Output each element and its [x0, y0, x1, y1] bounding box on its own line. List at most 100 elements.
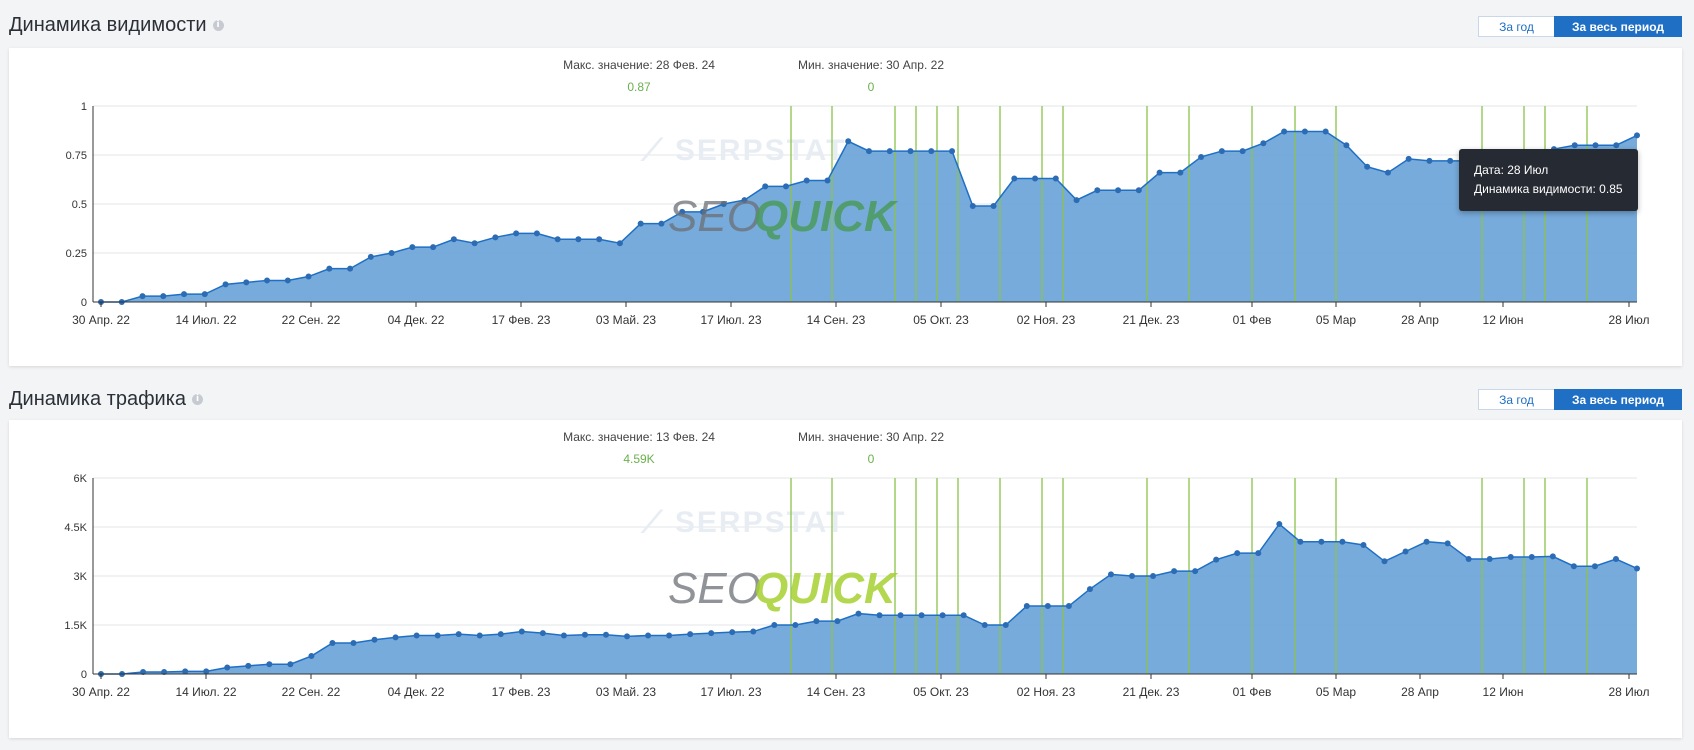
data-point — [392, 634, 399, 641]
data-point — [1634, 565, 1640, 572]
all-period-button[interactable]: За весь период — [1554, 16, 1682, 37]
data-point — [1107, 571, 1114, 578]
data-point — [720, 201, 727, 207]
traffic-section: Динамика трафика i За год За весь период… — [0, 372, 1694, 750]
data-point — [1150, 573, 1157, 579]
data-point — [1612, 556, 1619, 563]
data-point — [160, 293, 167, 300]
data-point — [513, 230, 520, 237]
data-point — [624, 633, 631, 640]
x-tick-label: 22 Сен. 22 — [282, 685, 341, 699]
data-point — [1297, 538, 1304, 545]
data-point — [1281, 128, 1288, 135]
data-point — [658, 220, 665, 227]
x-tick-label: 17 Фев. 23 — [492, 313, 551, 327]
data-point — [939, 612, 946, 619]
data-point — [1234, 550, 1241, 557]
data-point — [1032, 175, 1039, 182]
data-point — [616, 240, 623, 247]
data-point — [182, 668, 189, 675]
data-point — [1528, 554, 1535, 561]
min-label: Мин. значение: 30 Апр. 22 — [798, 58, 944, 72]
data-point — [1549, 553, 1556, 560]
data-point — [287, 661, 294, 668]
data-point — [1364, 163, 1371, 170]
x-tick-label: 05 Мар — [1316, 313, 1356, 327]
y-tick-label: 0.75 — [66, 150, 87, 162]
year-button[interactable]: За год — [1478, 16, 1554, 37]
max-value: 4.59K — [623, 452, 654, 466]
x-tick-label: 12 Июн — [1483, 685, 1524, 699]
x-tick-label: 02 Ноя. 23 — [1017, 313, 1076, 327]
watermark-quick: QUICK — [754, 192, 899, 241]
data-point — [645, 632, 652, 639]
y-tick-label: 4.5K — [64, 522, 87, 534]
info-icon[interactable]: i — [212, 19, 224, 31]
data-point — [949, 148, 956, 155]
data-point — [782, 183, 789, 190]
data-point — [284, 277, 291, 284]
data-point — [1011, 175, 1018, 182]
watermark-serpstat: ⟋ SERPSTAT — [640, 134, 847, 167]
data-point — [771, 622, 778, 628]
data-point — [492, 234, 499, 241]
max-value: 0.87 — [627, 80, 651, 94]
all-period-button[interactable]: За весь период — [1554, 389, 1682, 410]
data-point — [1073, 197, 1080, 204]
data-point — [1447, 157, 1454, 164]
x-tick-label: 21 Дек. 23 — [1123, 685, 1180, 699]
data-point — [575, 236, 582, 243]
x-tick-label: 28 Июл — [1608, 685, 1649, 699]
data-point — [1192, 568, 1199, 575]
data-point — [1592, 142, 1599, 149]
x-tick-label: 14 Июл. 22 — [175, 685, 236, 699]
data-point — [222, 281, 229, 288]
watermark-quick: QUICK — [754, 564, 899, 613]
data-point — [367, 253, 374, 260]
x-tick-label: 28 Апр — [1401, 313, 1439, 327]
data-point — [741, 197, 748, 204]
info-icon[interactable]: i — [192, 393, 204, 405]
data-point — [1218, 148, 1225, 155]
data-point — [1023, 603, 1030, 610]
y-tick-label: 0.5 — [72, 199, 87, 211]
data-point — [729, 629, 736, 636]
x-tick-label: 04 Дек. 22 — [388, 685, 445, 699]
x-tick-label: 17 Фев. 23 — [492, 685, 551, 699]
data-point — [1255, 550, 1262, 557]
data-point — [596, 236, 603, 243]
data-point — [455, 631, 462, 638]
data-point — [708, 630, 715, 637]
data-point — [539, 630, 546, 637]
x-tick-label: 21 Дек. 23 — [1123, 313, 1180, 327]
x-tick-label: 28 Июл — [1608, 313, 1649, 327]
x-tick-label: 03 Май. 23 — [596, 685, 657, 699]
watermark-seo: SEO — [668, 192, 761, 241]
y-tick-label: 1 — [81, 101, 87, 113]
data-point — [1591, 563, 1598, 570]
data-point — [350, 639, 357, 646]
data-point — [824, 177, 831, 184]
data-point — [845, 138, 852, 145]
data-point — [918, 612, 925, 619]
data-point — [533, 230, 540, 237]
data-point — [1613, 142, 1620, 149]
y-tick-label: 0.25 — [66, 248, 87, 260]
data-point — [203, 668, 210, 675]
data-point — [1444, 540, 1451, 547]
data-point — [897, 612, 904, 619]
data-point — [1343, 142, 1350, 149]
data-point — [1171, 568, 1178, 575]
data-point — [201, 291, 208, 298]
x-tick-label: 05 Мар — [1316, 685, 1356, 699]
data-point — [1239, 148, 1246, 155]
data-point — [1465, 556, 1472, 563]
data-point — [1213, 556, 1220, 563]
data-point — [1198, 153, 1205, 160]
data-point — [907, 148, 914, 155]
visibility-title: Динамика видимости — [9, 13, 207, 36]
data-point — [1570, 563, 1577, 570]
year-button[interactable]: За год — [1478, 389, 1554, 410]
data-point — [409, 244, 416, 251]
data-point — [1052, 175, 1059, 182]
